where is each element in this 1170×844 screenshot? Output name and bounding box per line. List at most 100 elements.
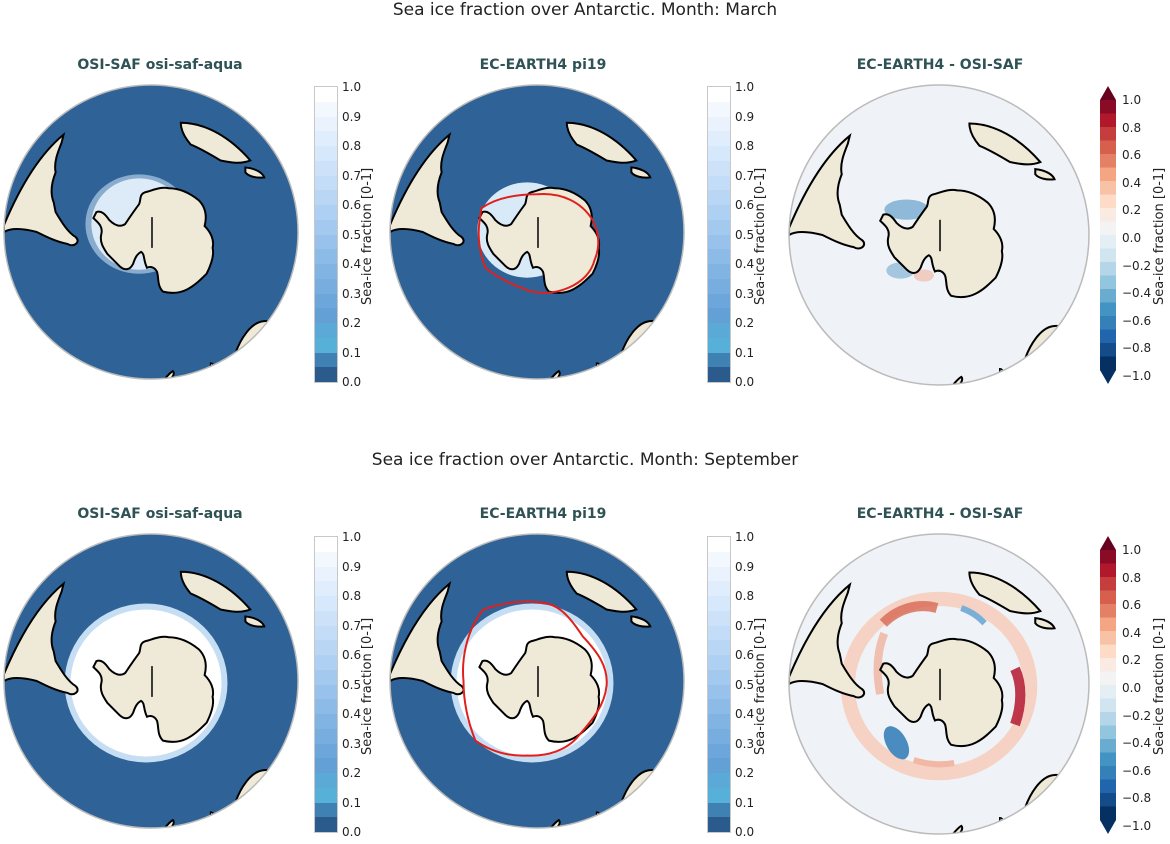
cb-model-march-tick: 0.4 <box>735 257 755 271</box>
colorbar-band <box>708 640 730 655</box>
cb-diff-march-tick: 0.2 <box>1122 203 1142 218</box>
map-model-march <box>389 84 685 380</box>
panel-title-model-september: EC-EARTH4 pi19 <box>479 506 607 522</box>
cb-obs-march-tick: 0.1 <box>342 345 362 360</box>
cb-obs-september-tick: 0.1 <box>342 795 362 810</box>
colorbar-band <box>708 131 730 146</box>
colorbar-band <box>315 551 337 567</box>
colorbar-band <box>315 278 337 294</box>
colorbar-band <box>315 160 337 176</box>
cb-model-march-tick: 0.1 <box>735 345 755 360</box>
colorbar-label-diff-march: Sea-ice fraction [0-1] <box>1152 167 1167 305</box>
colorbar-band <box>708 625 730 641</box>
colorbar-band <box>708 669 730 685</box>
colorbar-band <box>315 610 337 626</box>
colorbar-obs-september <box>314 536 338 833</box>
colorbar-band <box>315 743 337 759</box>
colorbar-band <box>708 101 730 117</box>
colorbar-band <box>315 352 337 368</box>
colorbar-band <box>315 337 337 353</box>
colorbar-band <box>708 728 730 744</box>
colorbar-band <box>708 234 730 250</box>
colorbar-label-diff-september: Sea-ice fraction [0-1] <box>1152 617 1167 755</box>
colorbar-band <box>315 728 337 744</box>
cb-diff-september-tick: −1.0 <box>1122 819 1152 833</box>
colorbar-model-september <box>707 536 731 833</box>
cb-obs-march-tick: 0.3 <box>342 286 362 301</box>
cb-model-september-tick: 0.5 <box>735 677 755 692</box>
cb-obs-september-tick: 0.6 <box>342 648 362 662</box>
colorbar-band <box>315 625 337 641</box>
colorbar-band <box>315 367 337 382</box>
colorbar-band <box>315 131 337 146</box>
map-model-september <box>389 533 685 829</box>
cb-model-march-tick: 0.6 <box>735 198 755 212</box>
cb-obs-march-tick: 1.0 <box>342 80 362 94</box>
cb-diff-march-tick: 0.6 <box>1122 148 1142 163</box>
cb-model-september-tick: 0.6 <box>735 648 755 662</box>
colorbar-label-obs-march: Sea-ice fraction [0-1] <box>360 167 375 305</box>
cb-model-september-tick: 0.2 <box>735 766 755 780</box>
cb-diff-september-tick: 0.4 <box>1122 625 1142 640</box>
colorbar-band <box>315 308 337 323</box>
map-diff-march <box>788 84 1090 386</box>
cb-model-march-tick: 0.8 <box>735 139 755 153</box>
cb-obs-september-tick: 0.9 <box>342 559 362 574</box>
colorbar-band <box>315 596 337 611</box>
colorbar-band <box>708 293 730 309</box>
colorbar-band <box>315 219 337 235</box>
colorbar-band <box>708 655 730 670</box>
colorbar-band <box>315 566 337 582</box>
cb-obs-september-tick: 0.4 <box>342 707 362 721</box>
colorbar-band <box>708 337 730 353</box>
cb-model-september-tick: 0.1 <box>735 795 755 810</box>
colorbar-band <box>315 205 337 220</box>
cb-diff-september-tick: 0.6 <box>1122 598 1142 613</box>
colorbar-band <box>315 817 337 832</box>
colorbar-band <box>708 219 730 235</box>
cb-obs-september-tick: 0.2 <box>342 766 362 780</box>
cb-diff-september-tick: −0.2 <box>1122 708 1152 723</box>
cb-obs-september-tick: 0.5 <box>342 677 362 692</box>
cb-diff-september-tick: −0.6 <box>1122 763 1152 778</box>
cb-obs-september-tick: 0.7 <box>342 618 362 633</box>
cb-diff-march-tick: −0.4 <box>1122 286 1152 301</box>
colorbar-band <box>315 234 337 250</box>
colorbar-band <box>315 640 337 655</box>
colorbar-band <box>708 323 730 338</box>
cb-diff-march-tick: 0.0 <box>1122 231 1142 245</box>
cb-diff-september-tick: 0.0 <box>1122 681 1142 695</box>
colorbar-model-march <box>707 86 731 383</box>
cb-obs-march-tick: 0.8 <box>342 139 362 153</box>
colorbar-band <box>315 249 337 264</box>
colorbar-band <box>315 101 337 117</box>
colorbar-band <box>708 146 730 161</box>
colorbar-band <box>708 581 730 596</box>
map-diff-september <box>788 533 1090 835</box>
cb-model-march-tick: 0.2 <box>735 316 755 330</box>
colorbar-band <box>315 323 337 338</box>
colorbar-band <box>315 87 337 102</box>
colorbar-band <box>708 758 730 773</box>
colorbar-band <box>315 699 337 714</box>
cb-model-march-tick: 0.9 <box>735 109 755 124</box>
cb-model-september-tick: 0.8 <box>735 589 755 603</box>
cb-model-september-tick: 0.9 <box>735 559 755 574</box>
colorbar-band <box>708 773 730 788</box>
colorbar-band <box>315 116 337 132</box>
colorbar-band <box>708 802 730 818</box>
colorbar-band <box>708 817 730 832</box>
colorbar-band <box>708 714 730 729</box>
cb-model-march-tick: 0.5 <box>735 227 755 242</box>
colorbar-band <box>708 699 730 714</box>
colorbar-band <box>708 743 730 759</box>
cb-model-september-tick: 0.4 <box>735 707 755 721</box>
cb-model-september-tick: 0.7 <box>735 618 755 633</box>
colorbar-band <box>315 787 337 803</box>
colorbar-diff-march <box>1100 86 1116 384</box>
cb-diff-september-tick: −0.4 <box>1122 736 1152 751</box>
colorbar-obs-march <box>314 86 338 383</box>
colorbar-band <box>708 787 730 803</box>
cb-diff-march-tick: −0.8 <box>1122 341 1152 356</box>
colorbar-band <box>315 758 337 773</box>
